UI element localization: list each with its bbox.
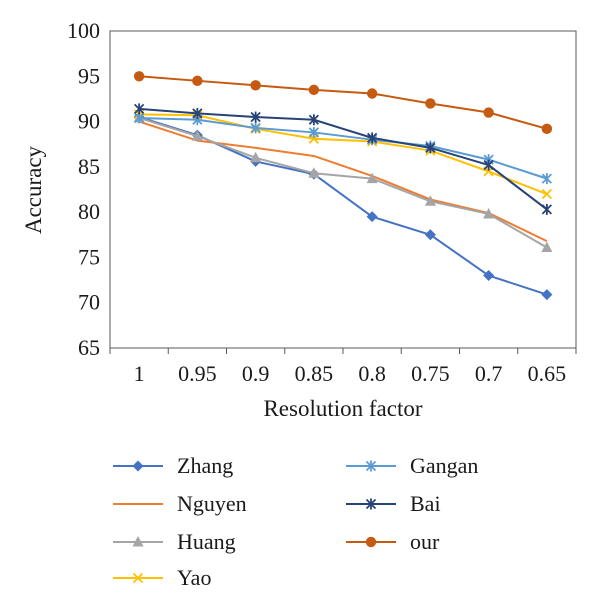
- y-tick-label: 80: [78, 199, 100, 224]
- data-point: [366, 211, 378, 223]
- series-line: [139, 75, 548, 130]
- data-point: [132, 572, 144, 584]
- x-tick-label: 0.95: [178, 361, 217, 386]
- legend-item: Yao: [113, 565, 211, 590]
- data-point: [308, 84, 320, 96]
- legend-item: Nguyen: [113, 491, 247, 516]
- series-line: [139, 113, 548, 195]
- x-tick-label: 0.75: [411, 361, 450, 386]
- data-point: [366, 172, 378, 184]
- data-point: [541, 188, 553, 200]
- data-point: [366, 132, 378, 144]
- x-tick-label: 0.7: [475, 361, 503, 386]
- data-point: [250, 151, 262, 163]
- y-tick-label: 90: [78, 109, 100, 134]
- data-point: [424, 195, 436, 206]
- data-point: [192, 75, 203, 87]
- y-tick-label: 100: [67, 18, 100, 43]
- x-tick-label: 0.8: [358, 361, 386, 386]
- data-point: [424, 229, 436, 241]
- legend-label: our: [410, 529, 440, 554]
- data-point: [308, 167, 320, 178]
- x-tick-label: 0.65: [528, 361, 567, 386]
- data-point: [425, 98, 436, 109]
- data-point: [132, 460, 144, 472]
- legend-item: Huang: [113, 529, 236, 554]
- data-point: [541, 241, 553, 252]
- series-our: [133, 71, 553, 135]
- legend-label: Bai: [410, 491, 441, 516]
- legend-label: Nguyen: [177, 491, 247, 516]
- data-point: [541, 173, 553, 185]
- series-line: [138, 116, 548, 249]
- legend-label: Huang: [177, 529, 236, 554]
- data-point: [541, 289, 553, 301]
- y-tick-label: 75: [78, 244, 100, 269]
- legend-item: our: [346, 529, 440, 554]
- x-axis-title: Resolution factor: [263, 396, 422, 421]
- legend-label: Yao: [177, 565, 211, 590]
- data-point: [541, 203, 553, 215]
- data-point: [308, 114, 320, 126]
- data-point: [365, 498, 377, 510]
- data-point: [366, 88, 378, 99]
- y-axis: 65 70 75 80 85 90 95 100: [67, 18, 100, 360]
- data-point: [132, 536, 144, 547]
- data-point: [541, 123, 553, 135]
- data-point: [483, 270, 495, 282]
- data-point: [483, 207, 495, 219]
- y-tick-label: 70: [78, 290, 100, 315]
- y-axis-title: Accuracy: [21, 145, 46, 234]
- plot-area: [109, 30, 577, 349]
- series-layer: [133, 71, 553, 301]
- data-point: [483, 159, 494, 171]
- series-nguyen: [138, 120, 548, 243]
- data-point: [250, 122, 261, 134]
- legend-item: Bai: [346, 491, 441, 516]
- data-point: [365, 460, 377, 472]
- legend-item: Gangan: [346, 453, 478, 478]
- data-point: [425, 142, 436, 154]
- legend: Zhang Nguyen Huang Yao Gangan Bai our: [113, 453, 478, 590]
- x-axis: 1 0.95 0.9 0.85 0.8 0.75 0.7 0.65: [109, 348, 577, 386]
- x-tick-label: 0.85: [295, 361, 334, 386]
- data-point: [365, 536, 377, 548]
- y-tick-label: 95: [78, 63, 100, 88]
- x-tick-label: 0.9: [242, 361, 270, 386]
- series-line: [139, 107, 548, 211]
- series-line: [138, 120, 548, 243]
- data-point: [250, 111, 261, 123]
- x-tick-label: 1: [134, 361, 145, 386]
- legend-item: Zhang: [113, 453, 233, 478]
- data-point: [133, 71, 145, 82]
- data-point: [191, 130, 203, 141]
- data-point: [133, 103, 145, 115]
- legend-label: Gangan: [410, 453, 478, 478]
- legend-label: Zhang: [177, 453, 233, 478]
- data-point: [483, 107, 494, 118]
- y-tick-label: 85: [78, 154, 100, 179]
- series-bai: [133, 103, 553, 215]
- data-point: [308, 126, 320, 138]
- y-tick-label: 65: [78, 335, 100, 360]
- data-point: [250, 80, 261, 91]
- series-line: [139, 116, 548, 180]
- data-point: [192, 107, 203, 119]
